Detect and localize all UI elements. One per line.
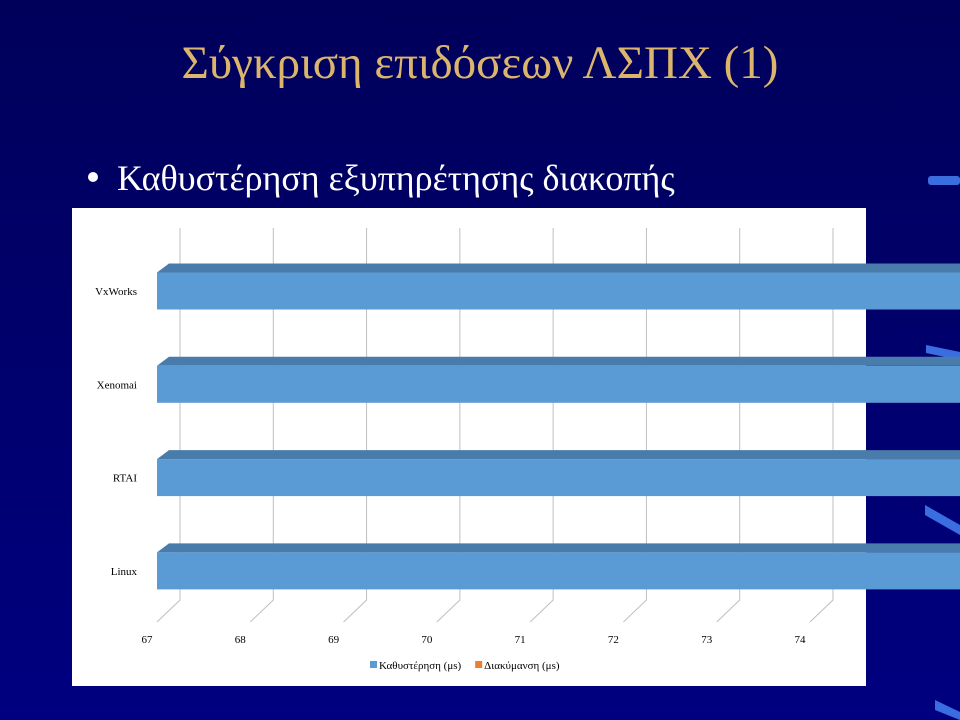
x-tick-label: 69	[328, 634, 340, 646]
bar	[157, 272, 960, 310]
grid-line	[716, 228, 741, 623]
bullet-dot	[88, 172, 98, 182]
bar	[157, 365, 960, 403]
legend-label: Διακύμανση (μs)	[484, 660, 560, 672]
y-tick-label: RTAI	[113, 473, 137, 485]
bar	[157, 459, 960, 497]
x-tick-label: 74	[795, 634, 807, 646]
grid-line	[249, 228, 274, 623]
chart: 67 68 69 70 71 72 73 74 VxWorks Xenomai RTAI Linux Κ…	[95, 228, 960, 672]
slide-title: Σύγκριση επιδόσεων ΛΣΠΧ (1)	[182, 37, 779, 89]
y-tick-label: VxWorks	[95, 286, 137, 298]
decoration	[925, 176, 960, 720]
bar-top	[157, 263, 960, 273]
y-tick-label: Linux	[111, 566, 138, 578]
bar	[157, 552, 960, 590]
x-tick-label: 71	[515, 634, 526, 646]
x-tick-label: 72	[608, 634, 619, 646]
grid-line	[623, 228, 647, 623]
grid-line	[529, 228, 554, 623]
bullet-text: Καθυστέρηση εξυπηρέτησης διακοπής	[117, 158, 675, 198]
legend-swatch	[370, 661, 377, 668]
bar-top	[157, 450, 960, 460]
grid-line	[809, 228, 834, 623]
grid-line	[343, 228, 368, 623]
x-tick-label: 68	[235, 634, 247, 646]
grid-line	[436, 228, 461, 623]
grid-line	[156, 228, 181, 623]
x-tick-label: 67	[142, 634, 154, 646]
bar-top	[157, 543, 960, 553]
bar-top	[157, 356, 960, 366]
x-tick-label: 70	[421, 634, 433, 646]
legend-swatch	[475, 661, 483, 668]
legend-label: Καθυστέρηση (μs)	[379, 660, 461, 672]
y-tick-label: Xenomai	[97, 379, 137, 391]
x-tick-label: 73	[701, 634, 713, 646]
